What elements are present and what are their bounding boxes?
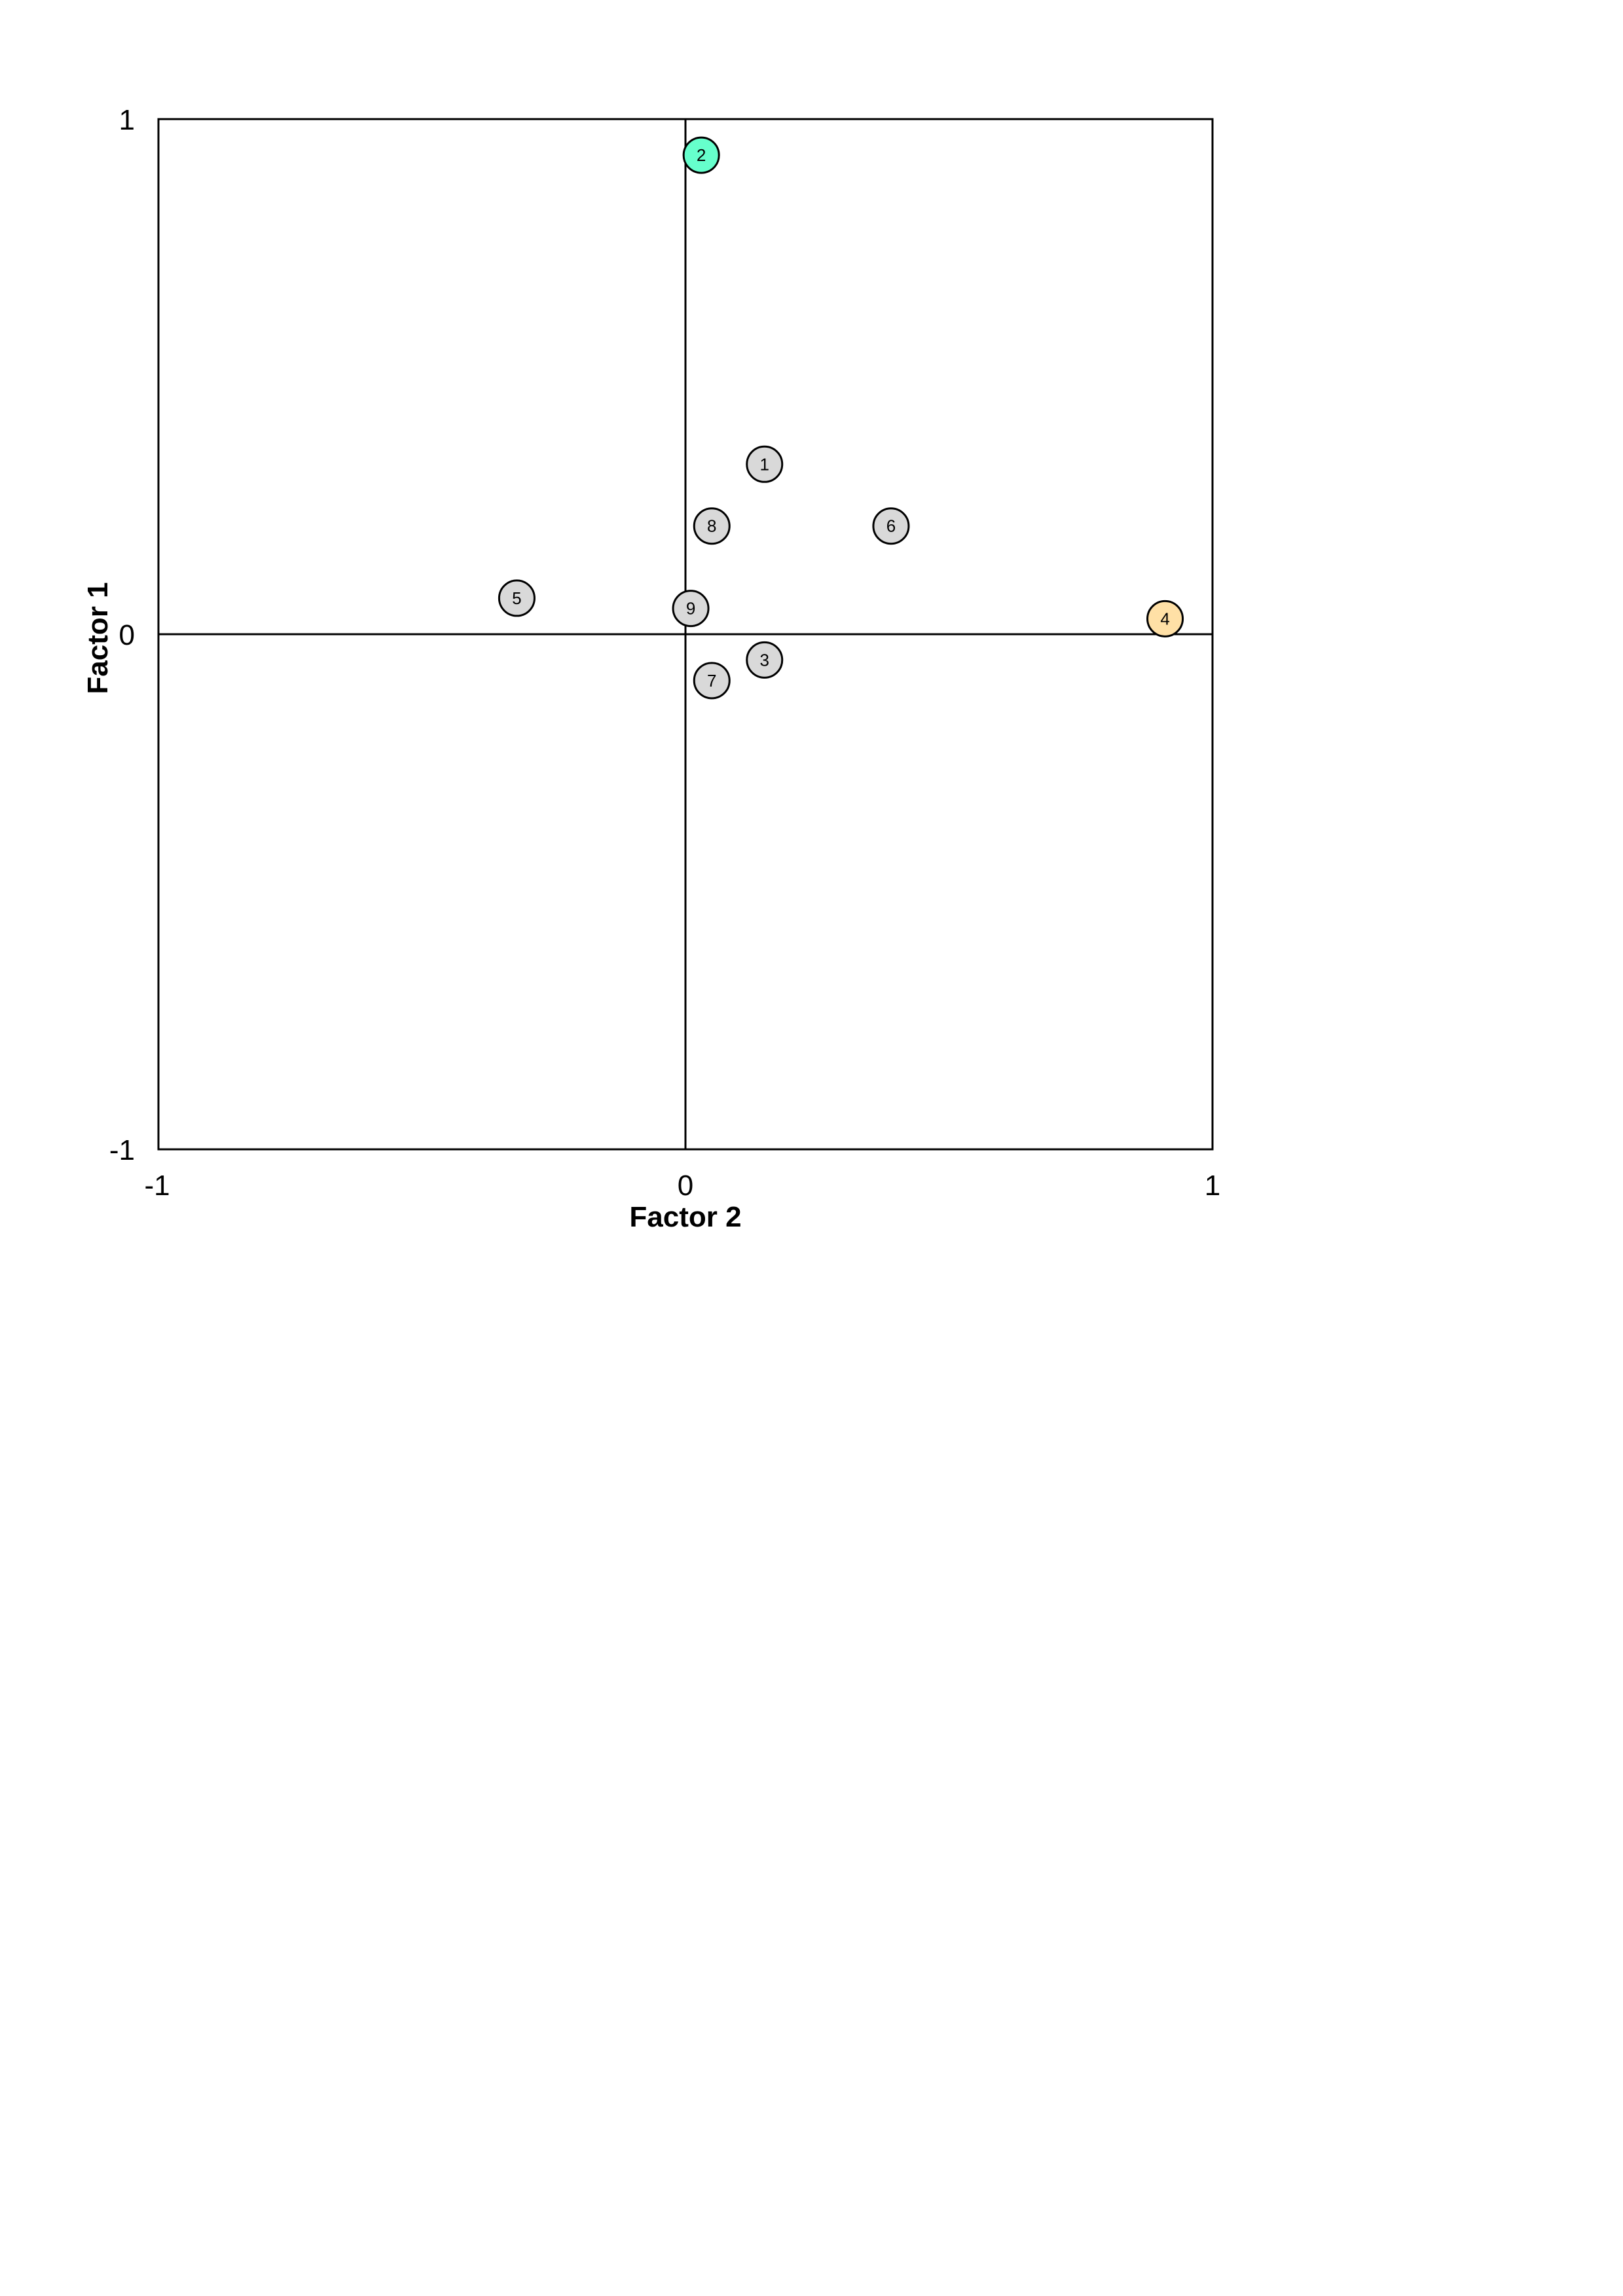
x-tick-label-right: 1 — [1205, 1170, 1220, 1202]
x-tick-label-middle: 0 — [678, 1170, 693, 1202]
data-point-9: 9 — [672, 590, 710, 628]
data-point-1: 1 — [746, 445, 784, 483]
data-point-6: 6 — [872, 507, 910, 545]
y-tick-label-middle: 0 — [119, 619, 135, 651]
data-point-marker — [1146, 600, 1184, 637]
data-point-5: 5 — [498, 579, 536, 617]
data-point-marker — [693, 662, 731, 700]
data-point-marker — [672, 590, 710, 628]
data-point-4: 4 — [1146, 600, 1184, 637]
data-point-marker — [746, 641, 784, 679]
y-tick-label-top: 1 — [119, 104, 135, 136]
data-point-marker — [746, 445, 784, 483]
data-point-label: 1 — [760, 454, 769, 474]
data-point-marker — [693, 507, 731, 545]
data-point-label: 9 — [686, 599, 695, 619]
data-point-marker — [498, 579, 536, 617]
y-axis-title: Factor 1 — [82, 582, 114, 694]
data-point-label: 8 — [707, 516, 716, 536]
y-tick-label-bottom: -1 — [109, 1134, 135, 1166]
data-point-label: 4 — [1160, 609, 1169, 628]
data-point-7: 7 — [693, 662, 731, 700]
data-point-marker — [872, 507, 910, 545]
x-axis-title: Factor 2 — [629, 1201, 741, 1233]
data-point-label: 7 — [707, 671, 716, 691]
data-point-2: 2 — [682, 136, 720, 174]
data-point-label: 2 — [697, 145, 706, 165]
data-point-8: 8 — [693, 507, 731, 545]
data-point-label: 5 — [512, 588, 521, 608]
data-points: 1 2 3 4 5 6 7 8 9 — [498, 136, 1184, 700]
x-tick-label-left: -1 — [144, 1170, 170, 1202]
data-point-3: 3 — [746, 641, 784, 679]
data-point-marker — [682, 136, 720, 174]
data-point-label: 3 — [760, 650, 769, 670]
data-point-label: 6 — [886, 516, 896, 536]
